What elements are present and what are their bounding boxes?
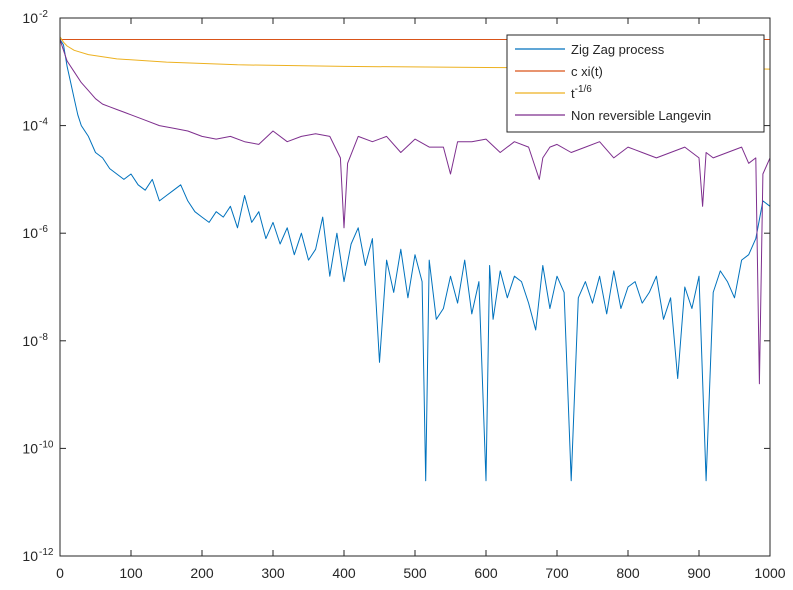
legend-label: Non reversible Langevin — [571, 108, 711, 123]
y-tick-exponent: -6 — [39, 224, 48, 235]
x-tick-label: 900 — [687, 565, 711, 581]
legend-box — [506, 34, 765, 133]
legend-label: t-1/6 — [571, 84, 592, 101]
x-tick-label: 0 — [56, 565, 64, 581]
y-tick-base: 10 — [22, 118, 38, 134]
series-line-1 — [59, 39, 771, 482]
series-line-4 — [59, 39, 771, 385]
legend-label: Zig Zag process — [571, 42, 665, 57]
x-tick-label: 300 — [261, 565, 285, 581]
y-tick-base: 10 — [22, 10, 38, 26]
ticks-layer: 0 100 200 300 400 500 600 700 800 900 100010-210-4… — [22, 9, 785, 581]
y-tick-exponent: -10 — [39, 439, 54, 450]
y-tick-base: 10 — [22, 225, 38, 241]
y-tick-label: 10 — [22, 225, 38, 241]
y-tick-label: 10 — [22, 10, 38, 26]
x-tick-label: 1000 — [754, 565, 785, 581]
y-tick-exponent: -2 — [39, 9, 48, 20]
legend-label-base: t — [571, 86, 575, 101]
x-tick-label: 800 — [616, 565, 640, 581]
y-tick-label: 10 — [22, 548, 38, 564]
x-tick-label: 700 — [545, 565, 569, 581]
y-tick-exponent: -4 — [39, 117, 48, 128]
x-tick-label: 400 — [332, 565, 356, 581]
y-tick-label: 10 — [22, 440, 38, 456]
y-tick-exponent: -8 — [39, 332, 48, 343]
y-tick-base: 10 — [22, 548, 38, 564]
x-tick-label: 200 — [190, 565, 214, 581]
x-tick-label: 100 — [119, 565, 143, 581]
y-tick-base: 10 — [22, 440, 38, 456]
legend-label-superscript: -1/6 — [575, 84, 593, 95]
x-tick-label: 500 — [403, 565, 427, 581]
series-layer — [59, 36, 771, 482]
legend-label: c xi(t) — [571, 64, 603, 79]
legend: Zig Zag process c xi(t) t-1/6 Non reversibl… — [506, 34, 765, 133]
y-tick-label: 10 — [22, 118, 38, 134]
y-tick-base: 10 — [22, 333, 38, 349]
y-tick-label: 10 — [22, 333, 38, 349]
x-tick-label: 600 — [474, 565, 498, 581]
y-tick-exponent: -12 — [39, 547, 54, 558]
